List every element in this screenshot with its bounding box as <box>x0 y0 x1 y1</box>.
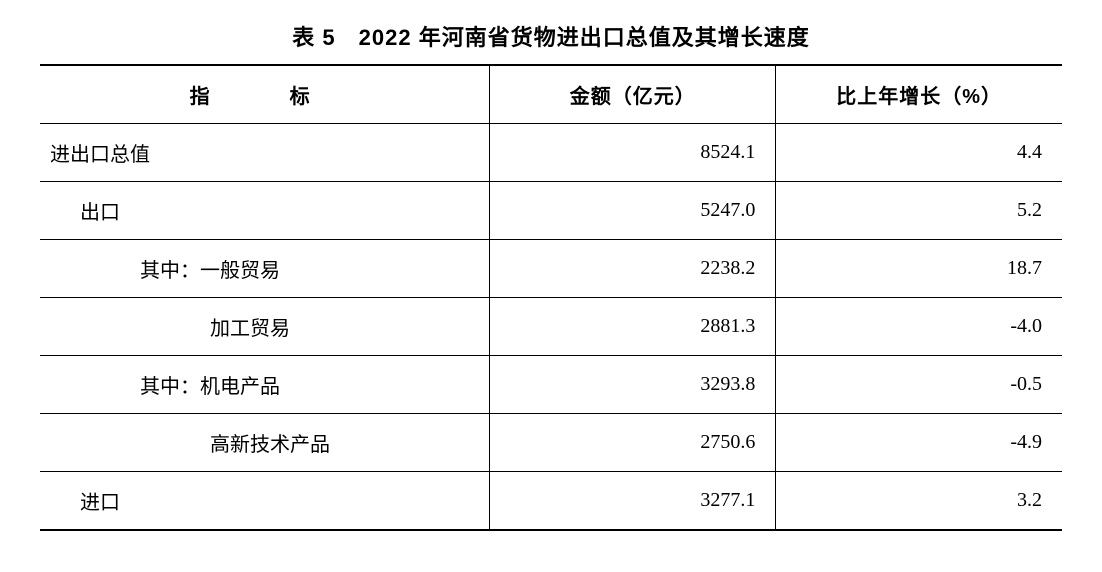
row-growth: 4.4 <box>776 124 1062 182</box>
header-row: 指 标 金额（亿元） 比上年增长（%） <box>40 65 1062 124</box>
table-row: 进口3277.13.2 <box>40 472 1062 531</box>
col-header-amount: 金额（亿元） <box>490 65 776 124</box>
row-amount: 2750.6 <box>490 414 776 472</box>
table-row: 加工贸易2881.3-4.0 <box>40 298 1062 356</box>
table-row: 高新技术产品2750.6-4.9 <box>40 414 1062 472</box>
table-row: 出口5247.05.2 <box>40 182 1062 240</box>
table-row: 其中：机电产品3293.8-0.5 <box>40 356 1062 414</box>
row-amount: 2238.2 <box>490 240 776 298</box>
row-label: 高新技术产品 <box>40 414 490 472</box>
col-header-indicator: 指 标 <box>40 65 490 124</box>
row-growth: -4.0 <box>776 298 1062 356</box>
row-amount: 5247.0 <box>490 182 776 240</box>
row-label: 进出口总值 <box>40 124 490 182</box>
row-label: 进口 <box>40 472 490 531</box>
table-row: 其中：一般贸易2238.218.7 <box>40 240 1062 298</box>
data-table: 指 标 金额（亿元） 比上年增长（%） 进出口总值8524.14.4出口5247… <box>40 64 1062 531</box>
row-growth: -4.9 <box>776 414 1062 472</box>
row-label: 出口 <box>40 182 490 240</box>
row-label: 其中：一般贸易 <box>40 240 490 298</box>
col-header-indicator-label: 指 标 <box>190 86 340 108</box>
col-header-growth: 比上年增长（%） <box>776 65 1062 124</box>
row-amount: 3277.1 <box>490 472 776 531</box>
row-label: 其中：机电产品 <box>40 356 490 414</box>
table-title: 表 5 2022 年河南省货物进出口总值及其增长速度 <box>40 20 1062 52</box>
row-amount: 3293.8 <box>490 356 776 414</box>
row-growth: -0.5 <box>776 356 1062 414</box>
row-amount: 2881.3 <box>490 298 776 356</box>
row-growth: 5.2 <box>776 182 1062 240</box>
row-growth: 3.2 <box>776 472 1062 531</box>
row-amount: 8524.1 <box>490 124 776 182</box>
row-label: 加工贸易 <box>40 298 490 356</box>
row-growth: 18.7 <box>776 240 1062 298</box>
table-row: 进出口总值8524.14.4 <box>40 124 1062 182</box>
table-body: 进出口总值8524.14.4出口5247.05.2其中：一般贸易2238.218… <box>40 124 1062 531</box>
